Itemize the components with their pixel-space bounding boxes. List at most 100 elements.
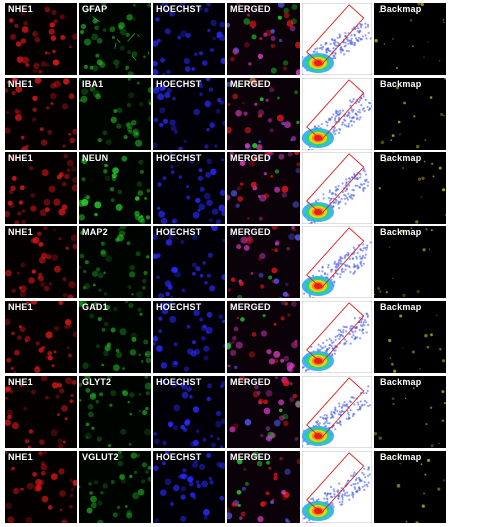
panel-label: NHE1	[8, 227, 33, 237]
micrograph-image	[227, 376, 300, 448]
panel-label: HOECHST	[156, 4, 202, 14]
panel-label: HOECHST	[156, 452, 202, 462]
panel-label: MERGED	[230, 227, 271, 237]
micrograph-image	[79, 152, 151, 224]
panel-r1-merged: MERGED	[227, 3, 300, 75]
micrograph-image	[153, 78, 225, 150]
panel-r1-marker2: GFAP	[79, 3, 151, 75]
micrograph-image	[153, 376, 225, 448]
panel-label: HOECHST	[156, 227, 202, 237]
micrograph-image	[227, 152, 300, 224]
panel-r7-marker2: VGLUT2	[79, 451, 151, 523]
panel-label: NEUN	[82, 153, 109, 163]
micrograph-image	[79, 226, 151, 298]
panel-label: MERGED	[230, 302, 271, 312]
panel-label: GFAP	[82, 4, 108, 14]
panel-label: HOECHST	[156, 302, 202, 312]
panel-r5-marker2: GAD1	[79, 301, 151, 373]
micrograph-image	[79, 301, 151, 373]
panel-label: Backmap	[380, 302, 422, 312]
panel-label: HOECHST	[156, 153, 202, 163]
panel-r2-marker1: NHE1	[5, 78, 77, 150]
scatter-plot	[302, 301, 372, 373]
micrograph-image	[5, 78, 77, 150]
panel-label: MERGED	[230, 4, 271, 14]
panel-r3-marker2: NEUN	[79, 152, 151, 224]
panel-label: Backmap	[380, 377, 422, 387]
panel-r5-nuclear: HOECHST	[153, 301, 225, 373]
panel-r4-marker1: NHE1	[5, 226, 77, 298]
panel-r6-merged: MERGED	[227, 376, 300, 448]
panel-r3-nuclear: HOECHST	[153, 152, 225, 224]
micrograph-image	[227, 301, 300, 373]
micrograph-image	[227, 3, 300, 75]
panel-r5-marker1: NHE1	[5, 301, 77, 373]
panel-r6-scatter	[302, 376, 372, 448]
panel-r1-marker1: NHE1	[5, 3, 77, 75]
panel-label: Backmap	[380, 153, 422, 163]
panel-r4-merged: MERGED	[227, 226, 300, 298]
scatter-plot	[302, 226, 372, 298]
micrograph-image	[374, 301, 446, 373]
panel-r3-scatter	[302, 152, 372, 224]
panel-r7-scatter	[302, 451, 372, 523]
panel-label: MERGED	[230, 377, 271, 387]
panel-r2-backmap: Backmap	[374, 78, 446, 150]
panel-label: NHE1	[8, 377, 33, 387]
panel-r2-nuclear: HOECHST	[153, 78, 225, 150]
panel-r1-backmap: Backmap	[374, 3, 446, 75]
panel-label: GLYT2	[82, 377, 112, 387]
micrograph-image	[153, 451, 225, 523]
panel-label: NHE1	[8, 452, 33, 462]
panel-r5-scatter	[302, 301, 372, 373]
micrograph-image	[79, 451, 151, 523]
panel-r4-nuclear: HOECHST	[153, 226, 225, 298]
panel-r7-backmap: Backmap	[374, 451, 446, 523]
panel-label: MERGED	[230, 153, 271, 163]
panel-r2-marker2: IBA1	[79, 78, 151, 150]
panel-r5-merged: MERGED	[227, 301, 300, 373]
panel-r4-scatter	[302, 226, 372, 298]
micrograph-image	[374, 78, 446, 150]
panel-label: Backmap	[380, 452, 422, 462]
panel-r6-marker1: NHE1	[5, 376, 77, 448]
micrograph-image	[79, 78, 151, 150]
micrograph-image	[374, 376, 446, 448]
micrograph-image	[374, 152, 446, 224]
micrograph-image	[5, 376, 77, 448]
panel-r2-scatter	[302, 78, 372, 150]
panel-label: VGLUT2	[82, 452, 119, 462]
micrograph-image	[5, 451, 77, 523]
panel-label: MAP2	[82, 227, 108, 237]
micrograph-image	[79, 376, 151, 448]
panel-r1-scatter	[302, 3, 372, 75]
panel-r2-merged: MERGED	[227, 78, 300, 150]
panel-r7-marker1: NHE1	[5, 451, 77, 523]
panel-r4-marker2: MAP2	[79, 226, 151, 298]
scatter-plot	[302, 78, 372, 150]
panel-label: Backmap	[380, 79, 422, 89]
panel-label: MERGED	[230, 452, 271, 462]
panel-label: Backmap	[380, 4, 422, 14]
panel-label: NHE1	[8, 153, 33, 163]
panel-r3-merged: MERGED	[227, 152, 300, 224]
panel-label: MERGED	[230, 79, 271, 89]
scatter-plot	[302, 152, 372, 224]
micrograph-image	[374, 226, 446, 298]
panel-r6-marker2: GLYT2	[79, 376, 151, 448]
panel-label: Backmap	[380, 227, 422, 237]
micrograph-image	[153, 152, 225, 224]
panel-label: NHE1	[8, 4, 33, 14]
micrograph-image	[5, 152, 77, 224]
panel-r5-backmap: Backmap	[374, 301, 446, 373]
panel-r7-nuclear: HOECHST	[153, 451, 225, 523]
panel-label: GAD1	[82, 302, 108, 312]
micrograph-image	[79, 3, 151, 75]
panel-r3-backmap: Backmap	[374, 152, 446, 224]
scatter-plot	[302, 3, 372, 75]
scatter-plot	[302, 451, 372, 523]
scatter-plot	[302, 376, 372, 448]
micrograph-image	[227, 78, 300, 150]
panel-label: HOECHST	[156, 377, 202, 387]
